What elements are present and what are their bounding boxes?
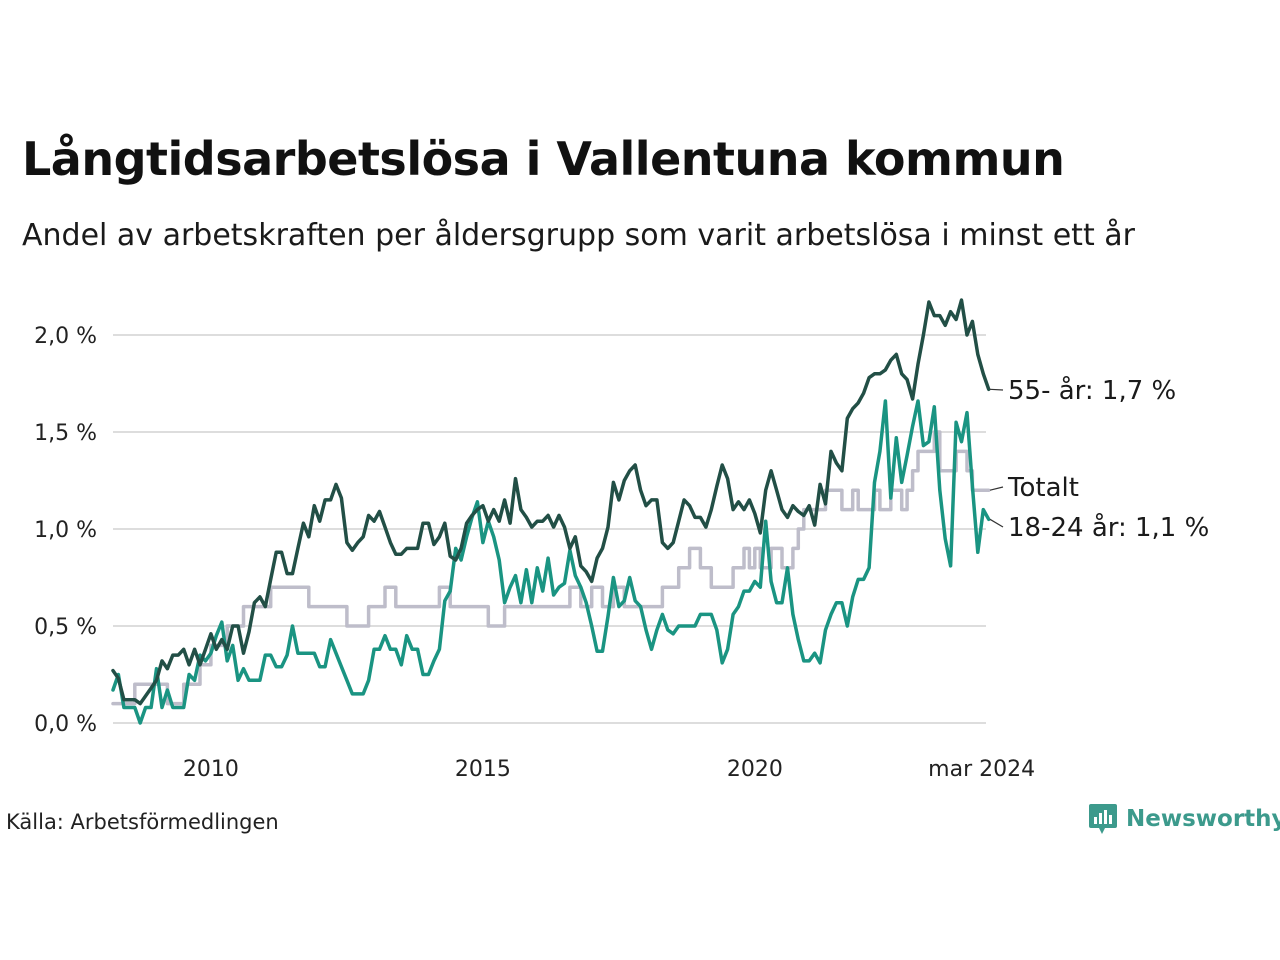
series-line-18-24-r (111, 399, 991, 725)
series-label-55-r: 55- år: 1,7 % (1008, 375, 1176, 406)
series-label-18-24-r: 18-24 år: 1,1 % (1008, 512, 1209, 543)
newsworthy-logo[interactable]: Newsworthy (1088, 802, 1280, 836)
y-tick-label: 1,5 % (34, 421, 97, 446)
x-tick-label: 2010 (183, 757, 239, 782)
series-line-55-r (111, 298, 991, 706)
y-tick-label: 1,0 % (34, 518, 97, 543)
chart-subtitle: Andel av arbetskraften per åldersgrupp s… (22, 218, 1135, 253)
source-note: Källa: Arbetsförmedlingen (6, 810, 279, 834)
leader-55-r (989, 388, 1004, 391)
series-label-totalt: Totalt (1007, 473, 1079, 503)
series-line-totalt (111, 430, 991, 706)
y-tick-label: 0,0 % (34, 712, 97, 737)
newsworthy-logo-icon (1089, 804, 1117, 834)
x-tick-label: 2020 (727, 757, 783, 782)
x-tick-label: 2015 (455, 757, 511, 782)
chart-title: Långtidsarbetslösa i Vallentuna kommun (22, 132, 1065, 186)
y-tick-label: 2,0 % (34, 324, 97, 349)
newsworthy-logo-text: Newsworthy (1126, 806, 1280, 832)
x-tick-label: mar 2024 (928, 757, 1035, 782)
leader-18-24-r (989, 518, 1004, 528)
y-tick-label: 0,5 % (34, 615, 97, 640)
leader-totalt (989, 486, 1004, 491)
